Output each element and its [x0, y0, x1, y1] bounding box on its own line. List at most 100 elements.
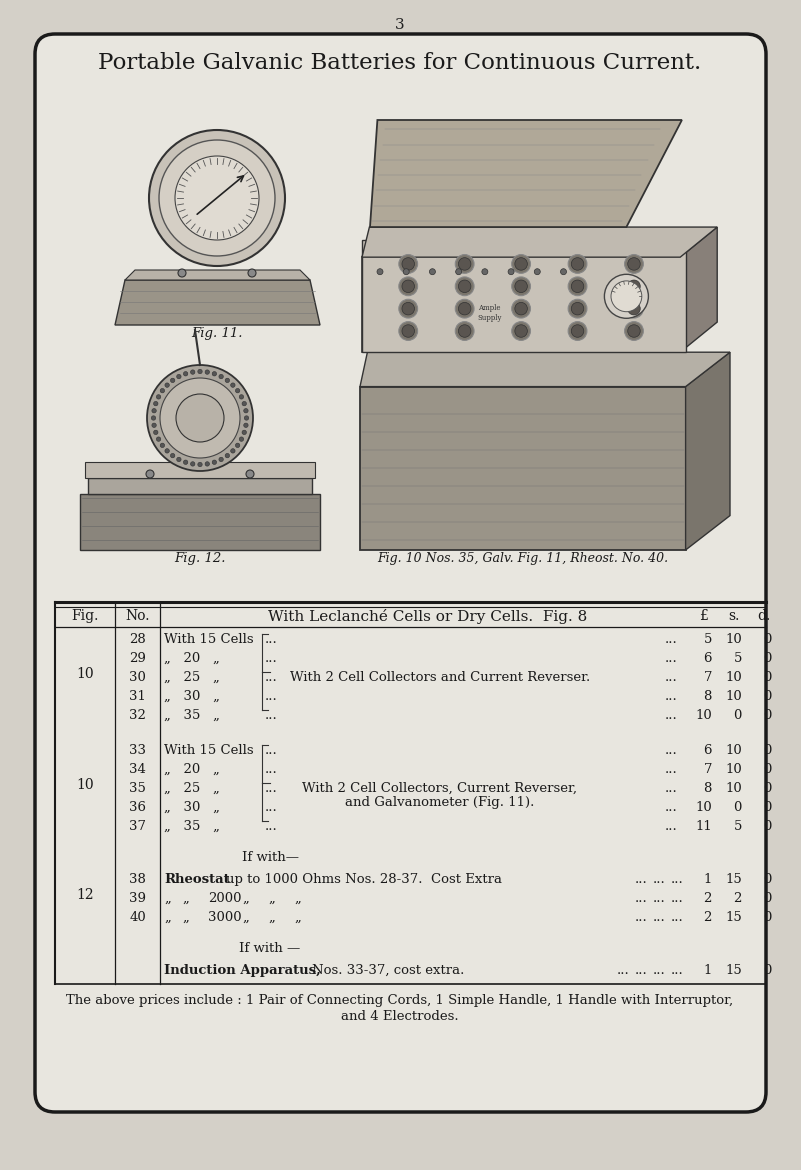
Circle shape [625, 255, 643, 274]
Text: 10: 10 [76, 778, 94, 792]
Text: „: „ [242, 892, 249, 906]
Circle shape [242, 431, 247, 434]
Circle shape [146, 470, 154, 479]
Text: 10: 10 [695, 709, 712, 722]
Text: ...: ... [635, 911, 648, 924]
Circle shape [568, 300, 587, 318]
Text: ...: ... [654, 892, 666, 906]
Text: d.: d. [758, 610, 771, 622]
Text: Induction Apparatus,: Induction Apparatus, [164, 964, 320, 977]
Circle shape [152, 408, 156, 413]
Text: 6: 6 [703, 744, 712, 757]
Circle shape [458, 325, 471, 337]
Polygon shape [680, 227, 717, 352]
Text: 0: 0 [734, 709, 742, 722]
Text: 0: 0 [763, 873, 772, 886]
Text: „   25   „: „ 25 „ [164, 672, 219, 684]
Text: „   35   „: „ 35 „ [164, 709, 220, 722]
Polygon shape [115, 280, 320, 325]
Circle shape [512, 322, 530, 340]
Text: 0: 0 [763, 911, 772, 924]
Text: 0: 0 [763, 690, 772, 703]
Circle shape [165, 383, 169, 387]
Circle shape [152, 424, 156, 427]
Circle shape [205, 370, 210, 374]
Text: 2: 2 [703, 911, 712, 924]
Circle shape [515, 280, 527, 292]
Circle shape [219, 457, 223, 462]
Circle shape [561, 269, 566, 275]
Text: With 15 Cells: With 15 Cells [164, 744, 254, 757]
Circle shape [456, 269, 461, 275]
Circle shape [156, 394, 161, 399]
Circle shape [605, 274, 648, 318]
Circle shape [212, 372, 216, 376]
Text: 2000: 2000 [208, 892, 241, 906]
Text: 10: 10 [725, 763, 742, 776]
Text: ...: ... [671, 892, 684, 906]
Circle shape [534, 269, 541, 275]
Text: and Galvanometer (Fig. 11).: and Galvanometer (Fig. 11). [345, 796, 535, 808]
Circle shape [402, 280, 414, 292]
Text: up to 1000 Ohms Nos. 28-37.  Cost Extra: up to 1000 Ohms Nos. 28-37. Cost Extra [226, 873, 502, 886]
Text: Ample
Supply: Ample Supply [477, 304, 501, 322]
Polygon shape [125, 270, 310, 280]
Text: Fig. 11.: Fig. 11. [191, 326, 243, 340]
Text: 3: 3 [395, 18, 405, 32]
Text: Fig. 12.: Fig. 12. [175, 552, 226, 565]
Text: 28: 28 [129, 633, 146, 646]
Circle shape [403, 269, 409, 275]
Text: 11: 11 [695, 820, 712, 833]
Circle shape [151, 415, 155, 420]
Circle shape [628, 280, 640, 292]
Text: ...: ... [265, 709, 278, 722]
Text: ...: ... [666, 633, 678, 646]
Text: Nos. 33-37, cost extra.: Nos. 33-37, cost extra. [312, 964, 465, 977]
Circle shape [235, 443, 239, 448]
Text: 32: 32 [129, 709, 146, 722]
Circle shape [568, 277, 587, 296]
Circle shape [183, 460, 187, 464]
Text: ...: ... [265, 690, 278, 703]
Circle shape [177, 374, 181, 379]
Text: 0: 0 [763, 782, 772, 794]
Polygon shape [362, 227, 717, 257]
Text: ...: ... [265, 652, 278, 665]
Circle shape [177, 457, 181, 462]
Circle shape [628, 325, 640, 337]
Circle shape [165, 448, 169, 453]
Circle shape [512, 300, 530, 318]
Bar [360, 386, 686, 550]
Circle shape [571, 280, 584, 292]
Text: „: „ [182, 911, 189, 924]
Circle shape [160, 443, 164, 448]
Circle shape [515, 257, 527, 270]
Text: 0: 0 [763, 709, 772, 722]
Circle shape [628, 257, 640, 270]
Circle shape [571, 302, 584, 315]
Text: 10: 10 [76, 667, 94, 681]
Circle shape [458, 257, 471, 270]
Text: „: „ [294, 892, 300, 906]
Circle shape [512, 277, 530, 296]
Text: „   20   „: „ 20 „ [164, 763, 219, 776]
Text: ...: ... [671, 964, 684, 977]
Circle shape [512, 255, 530, 274]
Text: No.: No. [125, 610, 150, 622]
Text: 1: 1 [703, 873, 712, 886]
Circle shape [429, 269, 436, 275]
Bar [88, 479, 312, 494]
Text: ...: ... [265, 672, 278, 684]
Circle shape [455, 255, 474, 274]
Text: ...: ... [666, 652, 678, 665]
Text: „: „ [242, 911, 249, 924]
Text: 0: 0 [763, 744, 772, 757]
Circle shape [244, 408, 248, 413]
Circle shape [178, 269, 186, 277]
Text: 5: 5 [734, 820, 742, 833]
Text: „   30   „: „ 30 „ [164, 690, 220, 703]
Text: ...: ... [666, 709, 678, 722]
Text: ...: ... [666, 744, 678, 757]
Circle shape [625, 277, 643, 296]
Text: Portable Galvanic Batteries for Continuous Current.: Portable Galvanic Batteries for Continuo… [99, 51, 702, 74]
